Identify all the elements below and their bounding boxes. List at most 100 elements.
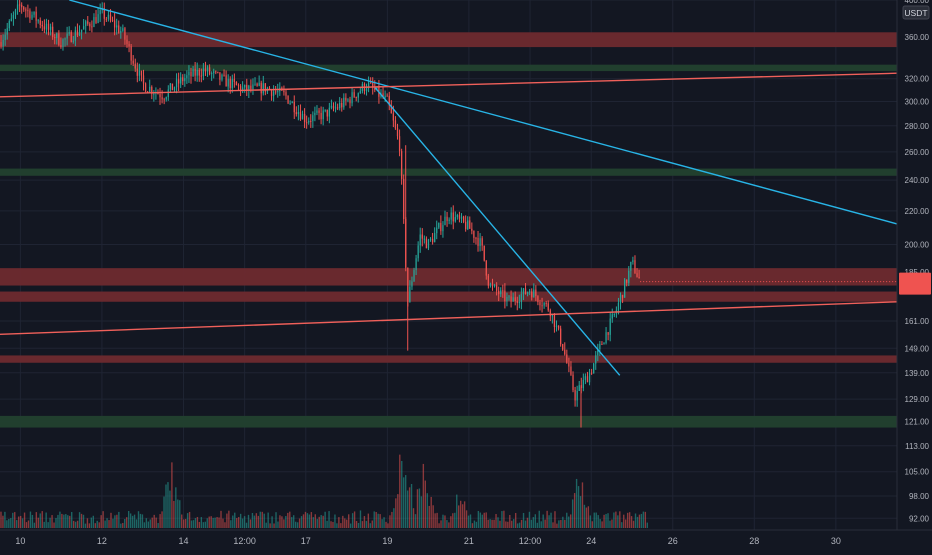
candle-body [12,15,15,19]
candle-body [244,84,246,88]
volume-bar [511,520,513,528]
volume-bar [208,516,210,528]
candle-body [33,11,35,15]
candle-body [221,74,223,80]
candle-body [632,260,634,262]
candle-body [465,221,467,230]
price-tick-label: 98.00 [909,492,930,501]
candle-body [132,60,134,64]
volume-bar [265,522,267,528]
candle-body [599,343,601,349]
volume-bar [78,512,81,528]
price-tick-label: 113.00 [905,442,929,451]
candle-body [553,313,556,328]
candle-body [460,216,463,219]
candle-body [310,120,312,122]
candle-body [264,83,266,92]
volume-bar [298,518,301,528]
volume-bar [10,518,12,528]
candle-body [607,332,609,335]
volume-bar [0,511,2,528]
candle-body [105,18,107,20]
volume-bar [436,512,438,528]
volume-bar [401,460,403,528]
candle-body [291,101,293,103]
candle-body [64,38,66,40]
volume-bar [611,519,613,528]
candle-body [473,230,475,238]
candle-body [549,310,551,317]
candle-body [487,275,489,286]
volume-bar [114,515,116,528]
volume-bar [59,511,61,528]
volume-bar [27,520,30,528]
price-zone [0,291,897,302]
candle-body [97,14,99,23]
trendline [374,87,621,376]
candle-body [520,294,523,303]
volume-bar [31,514,34,528]
time-tick-label: 24 [586,536,596,546]
volume-bar [220,510,222,528]
price-tick-label: 161.00 [905,317,930,326]
candle-body [617,302,620,311]
candle-body [390,105,392,114]
candle-body [130,46,132,61]
volume-bar [283,519,285,528]
volume-bar [505,521,507,528]
volume-bar [25,522,28,528]
candle-body [353,92,355,97]
volume-bar [558,520,560,528]
candle-body [547,303,549,311]
volume-bar [300,516,303,528]
candle-body [392,113,395,121]
candle-body [76,30,79,36]
volume-bar [459,500,462,528]
candle-body [308,120,310,123]
volume-bar [322,515,324,528]
volume-bar [33,522,36,528]
volume-bar [526,517,529,528]
volume-bar [139,513,142,528]
candle-body [359,91,361,94]
volume-bar [422,463,425,528]
candle-body [526,292,529,294]
volume-bar [41,511,43,528]
candle-body [458,215,461,219]
volume-bar [129,513,132,528]
volume-bar [467,515,470,528]
volume-bar [23,512,26,528]
candle-body [272,91,275,96]
candle-body [72,40,74,42]
candle-body [225,75,227,87]
candle-body [334,107,337,109]
volume-bar [102,511,104,528]
candle-body [211,73,213,75]
candle-body [562,344,564,350]
volume-bar [617,515,619,528]
candle-body [421,234,423,239]
volume-bar [621,522,623,528]
volume-bar [12,512,14,528]
candle-body [91,26,93,28]
volume-bar [76,520,79,528]
time-axis[interactable]: 10 12 14 12:00 17 19 21 12:00 24 26 28 30 [0,529,932,550]
candle-body [489,284,492,286]
volume-bar [556,523,558,528]
candle-body [159,94,161,98]
candle-body [382,93,384,98]
candle-body [413,270,415,282]
candle-body [423,238,425,240]
volume-bar [188,511,191,528]
volume-bar [432,505,434,528]
volume-bar [371,520,373,528]
volume-bar [542,514,544,528]
volume-bar [566,512,568,528]
volume-bar [165,484,167,528]
volume-bar [96,520,98,528]
volume-bar [271,516,273,528]
trendlines [0,0,898,376]
volume-bar [550,512,552,528]
volume-bar [196,516,199,528]
